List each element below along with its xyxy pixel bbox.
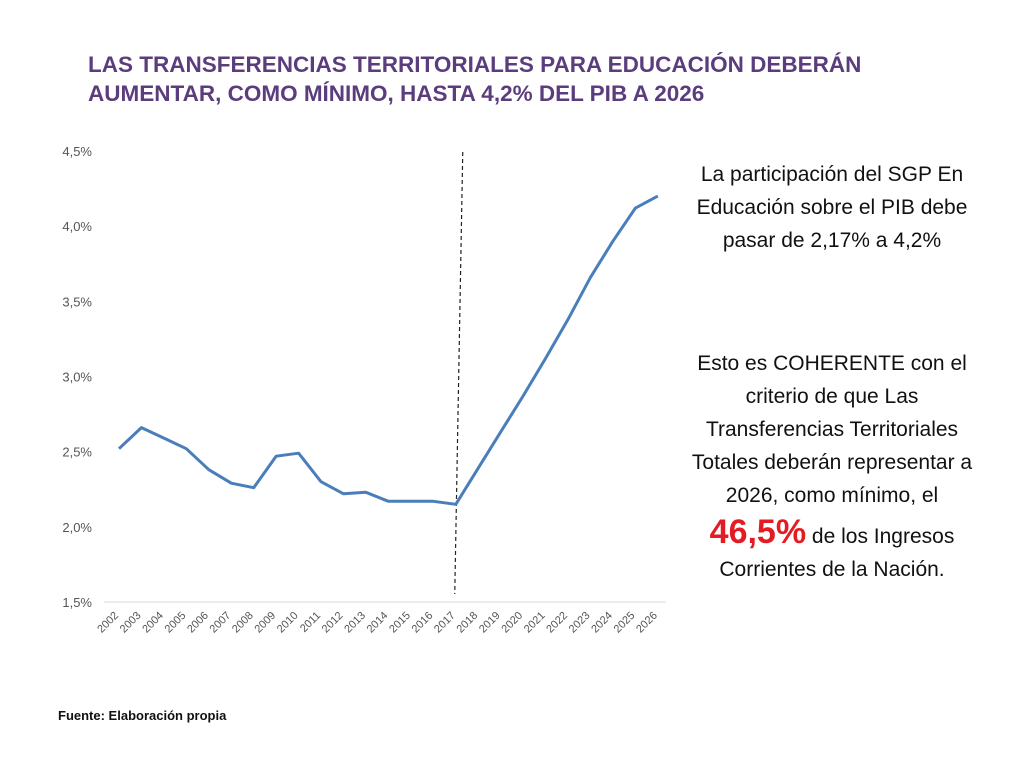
x-tick-label: 2020 — [499, 610, 525, 636]
x-tick-label: 2007 — [208, 610, 234, 636]
x-tick-label: 2010 — [275, 610, 301, 636]
y-tick-label: 3,0% — [62, 370, 92, 385]
x-tick-label: 2026 — [634, 610, 660, 636]
series-line — [117, 194, 659, 506]
x-tick-label: 2019 — [477, 610, 503, 636]
note-coherence-before: Esto es COHERENTE con el criterio de que… — [691, 352, 973, 507]
x-axis: 2002200320042005200620072008200920102011… — [95, 610, 660, 636]
y-tick-label: 3,5% — [62, 294, 92, 309]
x-tick-label: 2025 — [612, 610, 638, 636]
x-tick-label: 2003 — [118, 610, 144, 636]
highlight-percentage: 46,5% — [709, 513, 807, 551]
x-tick-label: 2015 — [387, 610, 413, 636]
x-tick-label: 2014 — [365, 610, 391, 636]
x-tick-label: 2006 — [185, 610, 211, 636]
x-tick-label: 2023 — [567, 610, 593, 636]
x-tick-label: 2021 — [522, 610, 548, 636]
note-coherence-after: de los Ingresos Corrientes de la Nación. — [719, 525, 955, 581]
y-tick-label: 2,5% — [62, 445, 92, 460]
x-tick-label: 2004 — [140, 610, 166, 636]
source-note: Fuente: Elaboración propia — [58, 708, 227, 723]
x-tick-label: 2013 — [342, 610, 368, 636]
y-tick-label: 2,0% — [62, 520, 92, 535]
x-tick-label: 2024 — [589, 610, 615, 636]
note-coherence: Esto es COHERENTE con el criterio de que… — [682, 347, 982, 586]
x-tick-label: 2009 — [252, 610, 278, 636]
x-tick-label: 2022 — [544, 610, 570, 636]
projection-divider — [454, 151, 464, 595]
note-sgp-text: La participación del SGP En Educación so… — [696, 163, 968, 252]
x-tick-label: 2016 — [410, 610, 436, 636]
page-title: LAS TRANSFERENCIAS TERRITORIALES PARA ED… — [88, 52, 862, 106]
y-tick-label: 4,0% — [62, 219, 92, 234]
x-tick-label: 2005 — [163, 610, 189, 636]
y-axis: 1,5% 2,0% 2,5% 3,0% 3,5% 4,0% 4,5% — [62, 144, 666, 610]
y-tick-label: 1,5% — [62, 595, 92, 610]
y-tick-label: 4,5% — [62, 144, 92, 159]
x-tick-label: 2018 — [455, 610, 481, 636]
x-tick-label: 2008 — [230, 610, 256, 636]
note-sgp: La participación del SGP En Educación so… — [682, 158, 982, 257]
line-chart: 1,5%2,0%2,5%3,0%3,5%4,0%4,5% 20022003200… — [62, 144, 666, 636]
note-coherence-text: Esto es COHERENTE con el criterio de que… — [682, 347, 982, 586]
x-tick-label: 2012 — [320, 610, 346, 636]
x-tick-label: 2011 — [298, 610, 323, 635]
x-tick-label: 2017 — [432, 610, 458, 636]
x-tick-label: 2002 — [95, 610, 121, 636]
